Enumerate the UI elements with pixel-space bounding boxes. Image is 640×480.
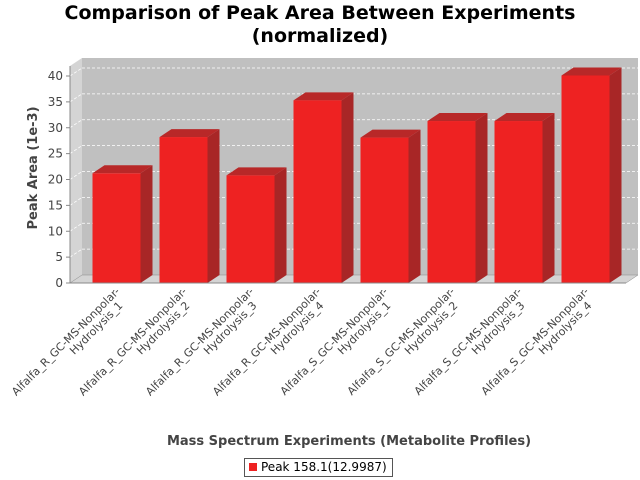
x-tick-label-line: Alfalfa_R_GC-MS-Nonpolar- <box>210 285 323 398</box>
chart-title-line-2: (normalized) <box>251 25 389 47</box>
gridline-side <box>69 145 83 154</box>
bar <box>293 92 354 283</box>
gridline-side <box>69 222 83 232</box>
bar <box>360 129 421 283</box>
bar-side <box>341 92 354 283</box>
bar-side <box>609 67 622 283</box>
y-tick-label: 0 <box>55 276 63 290</box>
bar-front <box>226 175 275 283</box>
gridline-side <box>69 93 83 103</box>
bar-top <box>159 129 220 138</box>
bar-front <box>159 137 208 283</box>
bar-top <box>561 67 622 76</box>
x-tick-label-line: Alfalfa_S_GC-MS-Nonpolar- <box>345 285 458 398</box>
y-axis-label: Peak Area (1e-3) <box>26 106 41 229</box>
y-tick-label: 10 <box>48 224 63 238</box>
bar-top <box>226 167 287 176</box>
bar-side <box>140 165 153 283</box>
gridline-side <box>69 67 83 77</box>
chart-title-line-1: Comparison of Peak Area Between Experime… <box>64 2 576 24</box>
bar-front <box>360 137 409 283</box>
y-tick-label: 15 <box>48 198 63 212</box>
bar-front <box>293 100 342 283</box>
gridline-side <box>69 119 83 129</box>
y-tick-label: 40 <box>48 69 63 83</box>
x-tick-label-line: Alfalfa_R_GC-MS-Nonpolar- <box>9 285 122 398</box>
gridline-side <box>69 248 83 258</box>
bar <box>159 129 220 283</box>
x-axis-label: Mass Spectrum Experiments (Metabolite Pr… <box>167 434 531 449</box>
bar-top <box>293 92 354 101</box>
bar-top <box>92 165 153 174</box>
bar-front <box>561 75 610 283</box>
bar-top <box>427 113 488 122</box>
chart-title: Comparison of Peak Area Between Experime… <box>0 2 640 48</box>
x-tick-labels: Alfalfa_R_GC-MS-Nonpolar-Hydrolysis_1Alf… <box>9 285 594 407</box>
legend-swatch <box>249 463 257 471</box>
gridline-side <box>69 197 83 206</box>
bar <box>92 165 153 283</box>
x-tick-label-line: Alfalfa_S_GC-MS-Nonpolar- <box>278 285 391 398</box>
bar <box>427 113 488 284</box>
bar-front <box>494 121 543 284</box>
bar-front <box>427 121 476 284</box>
bar <box>494 113 555 284</box>
x-tick-label: Alfalfa_R_GC-MS-Nonpolar-Hydrolysis_1 <box>9 285 131 407</box>
x-tick-label-line: Alfalfa_S_GC-MS-Nonpolar- <box>412 285 525 398</box>
y-tick-label: 30 <box>48 121 63 135</box>
x-tick-label-line: Alfalfa_R_GC-MS-Nonpolar- <box>143 285 256 398</box>
bar-side <box>274 167 287 283</box>
bar-side <box>408 129 421 283</box>
plot-side-wall <box>70 58 82 283</box>
y-tick-label: 25 <box>48 147 63 161</box>
plot-floor <box>69 274 639 284</box>
y-tick-label: 35 <box>48 95 63 109</box>
bar-side <box>475 113 488 284</box>
bar-side <box>207 129 220 283</box>
bar-side <box>542 113 555 284</box>
x-tick-label-line: Alfalfa_S_GC-MS-Nonpolar- <box>479 285 592 398</box>
y-tick-labels: 0 5 10 15 20 25 30 35 40 <box>48 69 70 290</box>
legend: Peak 158.1(12.9987) <box>244 458 393 477</box>
bar <box>226 167 287 283</box>
gridline-side <box>69 171 83 180</box>
y-tick-label: 20 <box>48 173 63 187</box>
y-tick-label: 5 <box>55 250 63 264</box>
x-tick-label-line: Alfalfa_R_GC-MS-Nonpolar- <box>76 285 189 398</box>
legend-label: Peak 158.1(12.9987) <box>261 460 387 474</box>
bar-front <box>92 173 141 283</box>
bars <box>92 67 622 284</box>
bar-top <box>494 113 555 122</box>
bar-top <box>360 129 421 138</box>
bar <box>561 67 622 283</box>
